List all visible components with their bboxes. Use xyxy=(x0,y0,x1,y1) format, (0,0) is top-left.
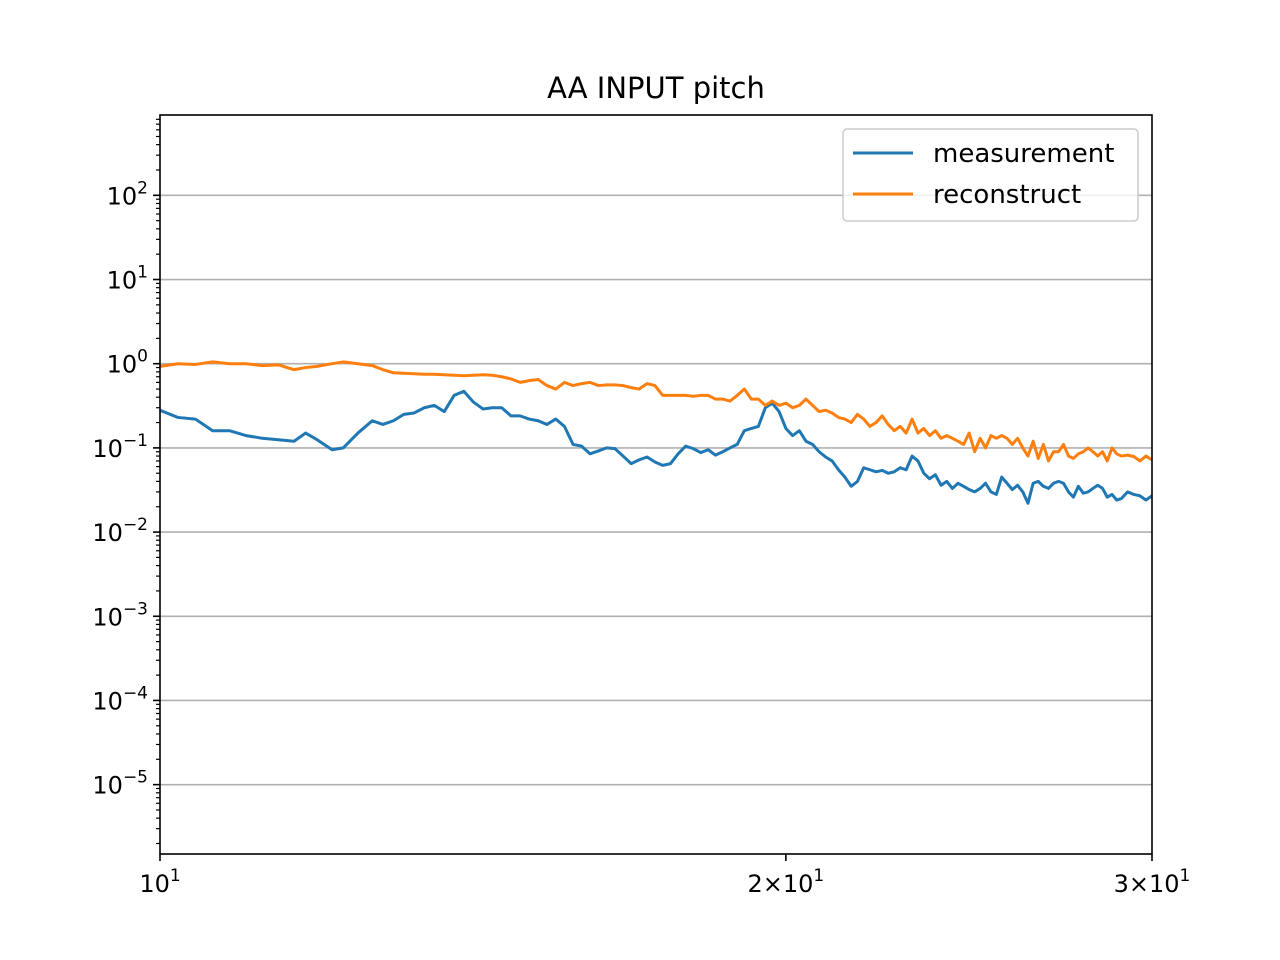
x-tick-label: 3×101 xyxy=(1114,866,1191,898)
y-tick-label: 102 xyxy=(107,178,148,210)
series-line-measurement xyxy=(160,389,1152,505)
x-tick-label: 2×101 xyxy=(748,866,825,898)
chart-title: AA INPUT pitch xyxy=(547,71,765,105)
y-tick-label: 10−2 xyxy=(92,515,148,547)
legend-box xyxy=(842,128,1139,222)
series-layer xyxy=(160,360,1152,505)
plot-frame xyxy=(159,114,1153,855)
legend-items: measurement reconstruct xyxy=(853,139,1114,210)
y-tick-label: 10−3 xyxy=(92,599,148,631)
x-tick-label: 101 xyxy=(139,866,180,898)
legend: measurement reconstruct xyxy=(842,128,1139,222)
y-tick-label: 100 xyxy=(107,347,148,379)
axis-layer: 102 101 100 10−1 10−2 10−3 10−4 10−5 101 2×101 3×1… xyxy=(92,114,1191,898)
y-tick-label: 101 xyxy=(107,263,148,295)
series-line-reconstruct xyxy=(160,360,1152,463)
y-tick-label: 10−4 xyxy=(92,683,148,715)
legend-label-measurement: measurement xyxy=(933,139,1114,169)
y-tick-label: 10−1 xyxy=(92,431,148,463)
legend-label-reconstruct: reconstruct xyxy=(933,180,1081,210)
y-tick-label: 10−5 xyxy=(92,768,148,800)
